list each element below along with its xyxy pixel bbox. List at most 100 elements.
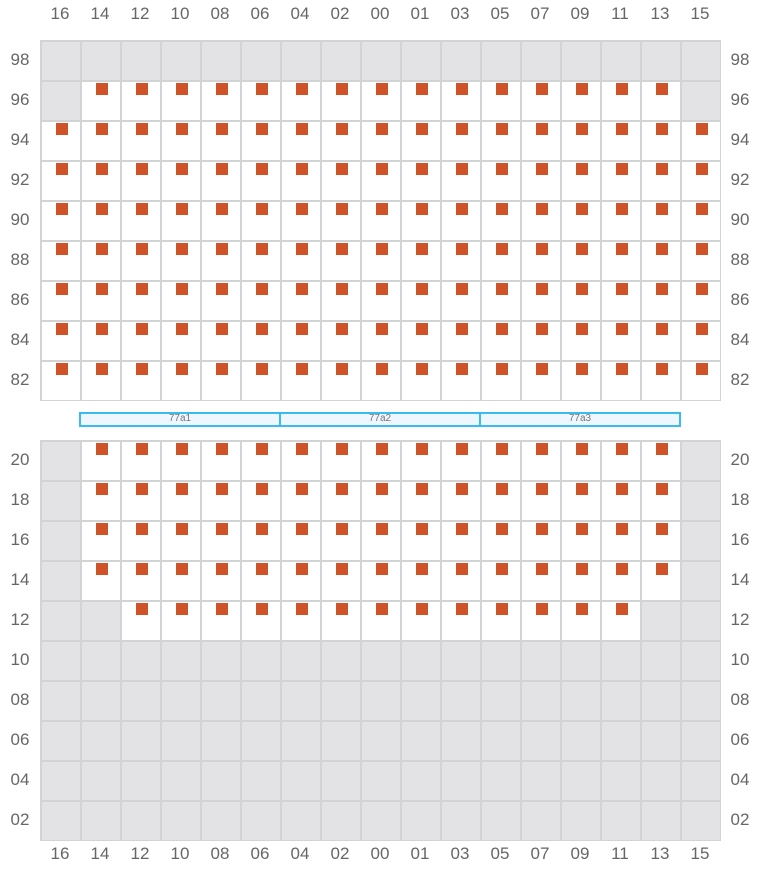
seat-18-03[interactable] [456,483,468,495]
seat-18-12[interactable] [136,483,148,495]
seat-16-12[interactable] [136,523,148,535]
seat-90-14[interactable] [96,203,108,215]
seat-84-09[interactable] [576,323,588,335]
seat-16-14[interactable] [96,523,108,535]
seat-96-06[interactable] [256,83,268,95]
section-77a2[interactable]: 77a2 [279,412,481,427]
seat-14-00[interactable] [376,563,388,575]
seat-20-09[interactable] [576,443,588,455]
seat-92-11[interactable] [616,163,628,175]
seat-92-01[interactable] [416,163,428,175]
seat-16-09[interactable] [576,523,588,535]
seat-94-11[interactable] [616,123,628,135]
seat-12-01[interactable] [416,603,428,615]
seat-90-10[interactable] [176,203,188,215]
seat-96-02[interactable] [336,83,348,95]
seat-14-08[interactable] [216,563,228,575]
seat-12-03[interactable] [456,603,468,615]
seat-16-01[interactable] [416,523,428,535]
seat-14-05[interactable] [496,563,508,575]
seat-20-12[interactable] [136,443,148,455]
seat-82-13[interactable] [656,363,668,375]
seat-88-01[interactable] [416,243,428,255]
seat-20-07[interactable] [536,443,548,455]
seat-94-08[interactable] [216,123,228,135]
seat-90-05[interactable] [496,203,508,215]
seat-16-05[interactable] [496,523,508,535]
seat-18-10[interactable] [176,483,188,495]
seat-88-05[interactable] [496,243,508,255]
seat-92-05[interactable] [496,163,508,175]
seat-84-11[interactable] [616,323,628,335]
seat-14-10[interactable] [176,563,188,575]
seat-18-00[interactable] [376,483,388,495]
seat-18-11[interactable] [616,483,628,495]
seat-12-00[interactable] [376,603,388,615]
seat-20-11[interactable] [616,443,628,455]
seat-96-04[interactable] [296,83,308,95]
seat-14-06[interactable] [256,563,268,575]
seat-20-00[interactable] [376,443,388,455]
seat-96-10[interactable] [176,83,188,95]
seat-84-03[interactable] [456,323,468,335]
seat-12-04[interactable] [296,603,308,615]
seat-20-06[interactable] [256,443,268,455]
seat-86-12[interactable] [136,283,148,295]
seat-16-02[interactable] [336,523,348,535]
seat-90-07[interactable] [536,203,548,215]
seat-86-09[interactable] [576,283,588,295]
seat-96-00[interactable] [376,83,388,95]
seat-18-08[interactable] [216,483,228,495]
seat-82-11[interactable] [616,363,628,375]
seat-90-06[interactable] [256,203,268,215]
seat-18-07[interactable] [536,483,548,495]
seat-16-00[interactable] [376,523,388,535]
seat-20-01[interactable] [416,443,428,455]
seat-12-09[interactable] [576,603,588,615]
seat-86-05[interactable] [496,283,508,295]
seat-88-04[interactable] [296,243,308,255]
seat-84-10[interactable] [176,323,188,335]
seat-16-10[interactable] [176,523,188,535]
seat-88-06[interactable] [256,243,268,255]
seat-18-05[interactable] [496,483,508,495]
seat-82-01[interactable] [416,363,428,375]
seat-14-11[interactable] [616,563,628,575]
seat-90-15[interactable] [696,203,708,215]
seat-12-05[interactable] [496,603,508,615]
seat-16-08[interactable] [216,523,228,535]
seat-84-06[interactable] [256,323,268,335]
seat-88-15[interactable] [696,243,708,255]
seat-88-11[interactable] [616,243,628,255]
seat-82-02[interactable] [336,363,348,375]
seat-96-08[interactable] [216,83,228,95]
seat-92-13[interactable] [656,163,668,175]
seat-96-13[interactable] [656,83,668,95]
seat-94-04[interactable] [296,123,308,135]
seat-92-00[interactable] [376,163,388,175]
seat-96-14[interactable] [96,83,108,95]
seat-84-07[interactable] [536,323,548,335]
seat-94-12[interactable] [136,123,148,135]
seat-84-05[interactable] [496,323,508,335]
seat-86-14[interactable] [96,283,108,295]
seat-84-08[interactable] [216,323,228,335]
seat-92-15[interactable] [696,163,708,175]
seat-82-07[interactable] [536,363,548,375]
seat-12-02[interactable] [336,603,348,615]
seat-86-10[interactable] [176,283,188,295]
seat-18-09[interactable] [576,483,588,495]
seat-94-10[interactable] [176,123,188,135]
seat-82-06[interactable] [256,363,268,375]
seat-88-03[interactable] [456,243,468,255]
seat-90-09[interactable] [576,203,588,215]
seat-90-00[interactable] [376,203,388,215]
seat-88-10[interactable] [176,243,188,255]
seat-84-02[interactable] [336,323,348,335]
seat-90-16[interactable] [56,203,68,215]
seat-20-05[interactable] [496,443,508,455]
seat-86-16[interactable] [56,283,68,295]
seat-84-16[interactable] [56,323,68,335]
seat-84-01[interactable] [416,323,428,335]
seat-82-16[interactable] [56,363,68,375]
